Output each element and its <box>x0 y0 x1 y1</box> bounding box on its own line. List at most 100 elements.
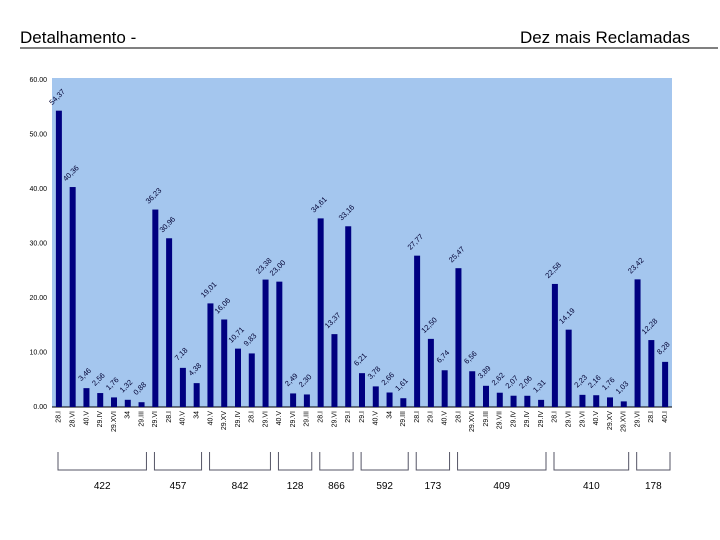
x-tick-label: 29.VI <box>152 411 159 427</box>
bar <box>579 394 586 407</box>
x-tick-label: 29.IV <box>235 411 242 428</box>
x-tick-label: 40.V <box>83 411 90 426</box>
group-label: 173 <box>425 481 442 492</box>
bar <box>427 338 434 407</box>
group-bracket <box>209 452 271 471</box>
x-tick-label: 28.I <box>648 411 655 423</box>
x-tick-label: 29.VII <box>497 411 504 429</box>
x-tick-label: 29.VI <box>566 411 573 427</box>
x-tick-label: 29.I <box>428 411 435 423</box>
bar <box>124 399 131 407</box>
group-bracket <box>636 452 671 471</box>
bar <box>152 209 159 407</box>
x-tick-label: 29.IV <box>524 411 531 428</box>
x-tick-label: 29.XV <box>221 411 228 430</box>
x-tick-label: 28.I <box>166 411 173 423</box>
bar <box>551 283 558 407</box>
bar <box>345 226 352 407</box>
bar <box>538 399 545 407</box>
bar <box>372 386 379 407</box>
group-bracket <box>277 452 313 471</box>
bar <box>620 401 627 407</box>
x-tick-label: 29.VI <box>262 411 269 427</box>
group-bracket <box>57 452 147 471</box>
x-tick-label: 29.XV <box>607 411 614 430</box>
x-tick-label: 40.V <box>276 411 283 426</box>
x-tick-label: 29.III <box>304 411 311 427</box>
bar <box>483 385 489 407</box>
x-tick-label: 40.V <box>207 411 214 426</box>
bar <box>55 110 62 407</box>
bar <box>207 303 214 407</box>
group-label: 409 <box>493 481 510 492</box>
x-tick-label: 28.I <box>249 411 256 423</box>
y-tick-label: 40.00 <box>29 186 47 193</box>
bar <box>248 353 255 407</box>
group-label: 410 <box>583 481 600 492</box>
x-tick-label: 29.VI <box>290 411 297 427</box>
bar <box>276 281 283 407</box>
y-tick-label: 30.00 <box>29 240 47 247</box>
x-tick-label: 29.XVI <box>621 411 628 432</box>
group-bracket <box>153 452 203 471</box>
x-tick-label: 28.I <box>552 411 559 423</box>
y-tick-label: 10.00 <box>29 349 47 356</box>
x-tick-label: 29.VI <box>579 411 586 427</box>
bar <box>455 268 462 407</box>
x-tick-label: 34 <box>194 411 201 419</box>
x-tick-label: 40.V <box>180 411 187 426</box>
bar <box>331 334 338 407</box>
bar <box>262 279 269 407</box>
chart-title: Detalhamento - <box>20 28 136 47</box>
bar <box>524 395 531 407</box>
group-bracket <box>457 452 547 471</box>
bar <box>193 383 200 407</box>
x-tick-label: 40.V <box>373 411 380 426</box>
chart-subtitle: Dez mais Reclamadas <box>520 28 690 47</box>
x-tick-label: 40.V <box>442 411 449 426</box>
bar <box>400 398 407 407</box>
x-tick-label: 29.III <box>483 411 490 427</box>
bar <box>97 393 104 407</box>
group-label: 842 <box>232 481 249 492</box>
x-tick-label: 29.I <box>359 411 366 423</box>
x-tick-label: 34 <box>386 411 393 419</box>
bar <box>235 348 241 407</box>
x-tick-label: 29.III <box>400 411 407 427</box>
bar <box>317 218 324 407</box>
group-bracket <box>553 452 630 471</box>
x-tick-label: 28.I <box>318 411 325 423</box>
x-tick-label: 29.XVI <box>469 411 476 432</box>
x-tick-label: 28.VI <box>70 411 77 427</box>
bar <box>607 397 613 407</box>
group-label: 592 <box>376 481 393 492</box>
group-label: 866 <box>328 481 345 492</box>
x-tick-label: 29.IV <box>97 411 104 428</box>
x-tick-label: 40.I <box>662 411 669 423</box>
x-tick-label: 40.V <box>593 411 600 426</box>
bar <box>83 388 90 407</box>
x-tick-label: 34 <box>125 411 132 419</box>
group-bracket <box>415 452 451 471</box>
group-bracket <box>360 452 409 471</box>
bar <box>510 395 517 407</box>
y-tick-label: 50.00 <box>29 131 47 138</box>
x-tick-label: 29.XVI <box>111 411 118 432</box>
bar <box>290 393 297 407</box>
bar <box>221 319 228 407</box>
bar <box>111 397 117 407</box>
x-tick-label: 29.I <box>345 411 352 423</box>
bar <box>359 373 365 407</box>
group-label: 422 <box>94 481 111 492</box>
bar <box>662 361 669 407</box>
x-tick-label: 28.I <box>56 411 63 423</box>
x-tick-label: 29.IV <box>510 411 517 428</box>
y-tick-label: 60.00 <box>29 77 47 84</box>
x-tick-label: 29.VI <box>634 411 641 427</box>
bar <box>303 394 310 407</box>
x-tick-label: 29.IV <box>538 411 545 428</box>
bar <box>414 255 421 407</box>
bar <box>648 340 655 407</box>
x-tick-label: 29.VI <box>331 411 338 427</box>
